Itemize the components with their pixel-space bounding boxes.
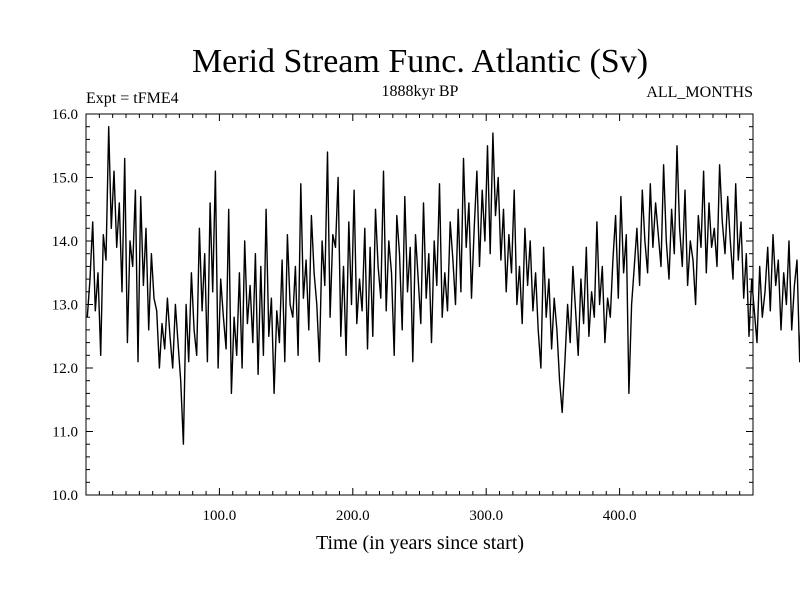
y-tick-label: 11.0	[52, 425, 78, 441]
series-line	[86, 126, 800, 445]
y-tick-label: 12.0	[52, 361, 78, 377]
axis-tick-labels: 100.0 200.0 300.0 400.0 10.0 11.0 12.0 13.0 14.0…	[52, 107, 637, 524]
axis-ticks	[86, 114, 753, 495]
y-tick-label: 14.0	[52, 234, 78, 250]
x-tick-label: 300.0	[469, 508, 503, 524]
y-tick-label: 10.0	[52, 488, 78, 504]
y-tick-label: 13.0	[52, 298, 78, 314]
x-tick-label: 400.0	[603, 508, 637, 524]
y-tick-label: 16.0	[52, 107, 78, 123]
x-axis-label: Time (in years since start)	[316, 532, 524, 554]
x-tick-label: 100.0	[203, 508, 237, 524]
chart-title: Merid Stream Func. Atlantic (Sv)	[192, 43, 648, 80]
period-label: 1888kyr BP	[382, 83, 459, 100]
experiment-label: Expt = tFME4	[86, 90, 179, 107]
y-tick-label: 15.0	[52, 171, 78, 187]
months-label: ALL_MONTHS	[646, 84, 753, 101]
x-tick-label: 200.0	[336, 508, 370, 524]
